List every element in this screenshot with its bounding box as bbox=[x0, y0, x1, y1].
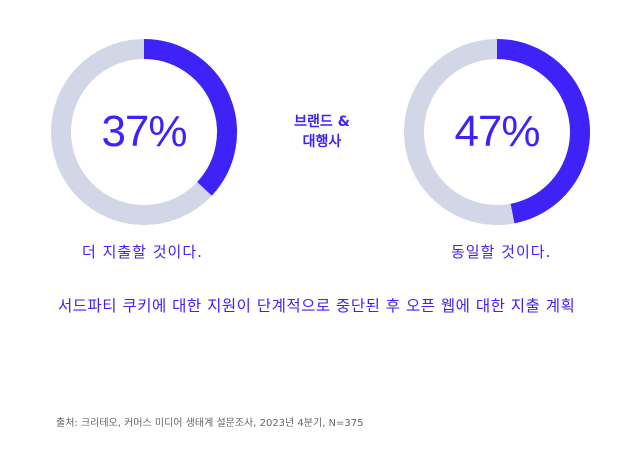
donut-arc-right bbox=[496, 39, 590, 224]
percent-label-right: 47% bbox=[454, 107, 540, 156]
donut-svg-left bbox=[51, 39, 237, 225]
percent-label-left: 37% bbox=[101, 107, 187, 156]
center-label-line1: 브랜드 & bbox=[294, 114, 350, 130]
donut-chart-right: 47% bbox=[403, 38, 591, 226]
caption-left: 더 지출할 것이다. bbox=[82, 243, 203, 261]
donut-chart-left: 37% bbox=[50, 38, 238, 226]
center-label-line2: 대행사 bbox=[302, 134, 342, 150]
chart-subtitle: 서드파티 쿠키에 대한 지원이 단계적으로 중단된 후 오픈 웹에 대한 지출 … bbox=[58, 297, 576, 315]
donut-arc-left bbox=[143, 39, 237, 196]
center-label: 브랜드 & 대행사 bbox=[262, 112, 382, 152]
caption-right: 동일할 것이다. bbox=[451, 243, 552, 261]
donut-svg-right bbox=[404, 39, 590, 225]
source-note: 출처: 크리테오, 커머스 미디어 생태계 설문조사, 2023년 4분기, N… bbox=[56, 418, 364, 429]
